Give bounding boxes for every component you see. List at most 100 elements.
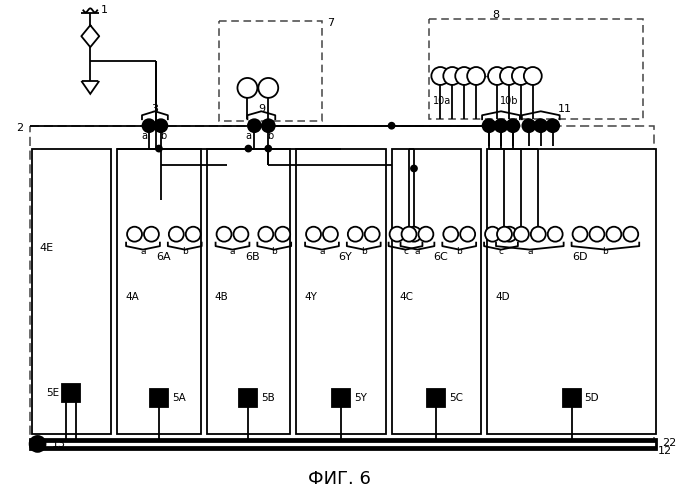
Text: 12: 12	[658, 446, 673, 456]
Circle shape	[418, 226, 433, 242]
Text: 4B: 4B	[215, 292, 228, 302]
Text: a: a	[230, 247, 235, 256]
Circle shape	[30, 436, 46, 452]
Text: 4D: 4D	[495, 292, 509, 302]
Text: 4C: 4C	[400, 292, 413, 302]
Text: 10b: 10b	[500, 96, 518, 106]
Text: a: a	[527, 247, 532, 256]
Circle shape	[156, 146, 162, 152]
Circle shape	[237, 78, 257, 98]
Text: 6B: 6B	[245, 252, 260, 262]
Circle shape	[127, 226, 142, 242]
Text: 5E: 5E	[46, 388, 59, 398]
Text: a: a	[319, 247, 325, 256]
Circle shape	[590, 226, 605, 242]
Circle shape	[531, 226, 546, 242]
Text: 4E: 4E	[39, 244, 54, 254]
Text: 1: 1	[101, 6, 108, 16]
Bar	[63, 384, 80, 402]
Text: 6D: 6D	[573, 252, 588, 262]
Circle shape	[265, 146, 271, 152]
Circle shape	[248, 119, 261, 132]
Circle shape	[485, 226, 500, 242]
Circle shape	[524, 67, 542, 85]
Circle shape	[443, 226, 458, 242]
Bar	[428, 389, 445, 407]
Text: 13: 13	[52, 439, 65, 449]
Text: 6A: 6A	[156, 252, 171, 262]
Circle shape	[402, 226, 416, 242]
Circle shape	[443, 67, 461, 85]
Circle shape	[153, 122, 159, 128]
Text: 5B: 5B	[261, 393, 275, 403]
Circle shape	[534, 119, 547, 132]
Text: b: b	[361, 247, 367, 256]
Circle shape	[488, 67, 506, 85]
Text: 5D: 5D	[585, 393, 599, 403]
Circle shape	[483, 119, 496, 132]
Circle shape	[216, 226, 231, 242]
Text: b: b	[160, 130, 166, 140]
Circle shape	[497, 226, 512, 242]
Bar	[429, 20, 643, 118]
Circle shape	[306, 226, 321, 242]
Circle shape	[233, 226, 248, 242]
Bar	[218, 22, 322, 120]
Text: b: b	[182, 247, 188, 256]
Circle shape	[144, 226, 159, 242]
Text: 7: 7	[327, 18, 334, 28]
Text: 4A: 4A	[125, 292, 139, 302]
Circle shape	[265, 122, 271, 128]
Bar	[239, 389, 257, 407]
Text: ФИГ. 6: ФИГ. 6	[309, 470, 371, 488]
Circle shape	[467, 67, 485, 85]
Bar	[332, 389, 350, 407]
Circle shape	[431, 67, 449, 85]
Bar	[30, 126, 654, 447]
Bar	[392, 148, 481, 434]
Circle shape	[507, 119, 520, 132]
Text: b: b	[267, 130, 273, 140]
Circle shape	[348, 226, 362, 242]
Circle shape	[143, 119, 156, 132]
Bar	[31, 148, 111, 434]
Circle shape	[262, 119, 275, 132]
Circle shape	[169, 226, 184, 242]
Circle shape	[245, 146, 252, 152]
Text: a: a	[245, 130, 252, 140]
Circle shape	[390, 226, 405, 242]
Circle shape	[573, 226, 588, 242]
Circle shape	[407, 226, 422, 242]
Circle shape	[186, 226, 201, 242]
Circle shape	[500, 67, 518, 85]
Text: 6C: 6C	[433, 252, 448, 262]
Text: 2: 2	[16, 122, 24, 132]
Bar	[296, 148, 386, 434]
Text: 8: 8	[492, 10, 500, 20]
Text: 11: 11	[558, 104, 572, 114]
Text: 5A: 5A	[172, 393, 186, 403]
Circle shape	[460, 226, 475, 242]
Circle shape	[154, 119, 167, 132]
Text: b: b	[602, 247, 609, 256]
Circle shape	[522, 119, 535, 132]
Circle shape	[388, 122, 394, 128]
Text: a: a	[141, 130, 147, 140]
Circle shape	[275, 226, 290, 242]
Circle shape	[624, 226, 639, 242]
Circle shape	[514, 226, 529, 242]
Text: c: c	[498, 247, 503, 256]
Text: b: b	[271, 247, 277, 256]
Text: c: c	[403, 247, 408, 256]
Text: 5C: 5C	[449, 393, 463, 403]
Bar	[30, 439, 656, 449]
Text: 22: 22	[662, 438, 677, 448]
Text: 3: 3	[152, 104, 158, 114]
Circle shape	[252, 122, 257, 128]
Circle shape	[502, 226, 517, 242]
Text: b: b	[456, 247, 462, 256]
Circle shape	[494, 119, 507, 132]
Text: 4Y: 4Y	[304, 292, 317, 302]
Circle shape	[547, 226, 562, 242]
Bar	[150, 389, 168, 407]
